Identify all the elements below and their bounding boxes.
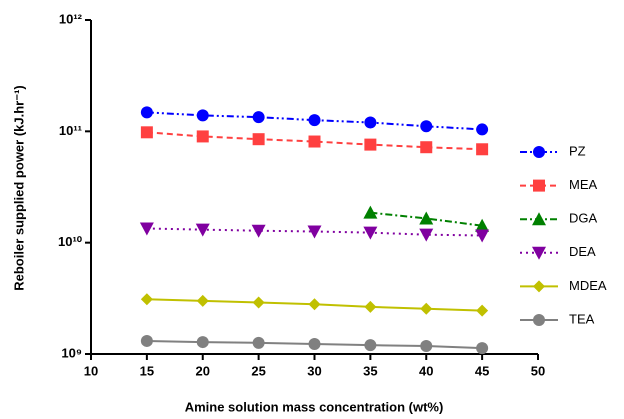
x-tick-label: 50: [531, 363, 545, 378]
marker: [252, 111, 265, 124]
x-tick-label: 40: [419, 363, 433, 378]
marker: [252, 296, 265, 309]
marker: [196, 109, 209, 122]
marker: [420, 339, 433, 352]
legend-marker: [532, 246, 546, 260]
marker: [252, 133, 265, 146]
y-tick-label: 10⁹: [61, 345, 82, 360]
marker: [420, 141, 433, 154]
legend-marker: [533, 146, 545, 158]
marker: [139, 222, 154, 236]
marker: [308, 337, 321, 350]
marker: [475, 218, 490, 232]
legend-label: DGA: [569, 211, 598, 226]
x-axis-label: Amine solution mass concentration (wt%): [185, 399, 444, 414]
marker: [420, 302, 433, 315]
marker: [307, 225, 322, 239]
marker: [476, 123, 489, 136]
legend-label: TEA: [569, 311, 595, 326]
marker: [363, 205, 378, 219]
legend-marker: [532, 212, 546, 226]
marker: [476, 304, 489, 317]
x-tick-label: 35: [363, 363, 377, 378]
legend-label: MEA: [569, 177, 598, 192]
marker: [419, 228, 434, 242]
marker: [196, 294, 209, 307]
x-tick-label: 10: [84, 363, 98, 378]
legend-label: MDEA: [569, 278, 607, 293]
marker: [196, 336, 209, 349]
marker: [140, 334, 153, 347]
y-tick-label: 10¹¹: [59, 123, 82, 138]
marker: [196, 130, 209, 143]
marker: [476, 342, 489, 355]
legend-label: PZ: [569, 143, 586, 158]
legend-marker: [533, 179, 545, 192]
marker: [251, 224, 266, 238]
marker: [420, 120, 433, 133]
y-tick-label: 10¹²: [59, 11, 83, 26]
y-axis-label: Reboiler supplied power (kJ.hr⁻¹): [11, 85, 26, 291]
marker: [140, 106, 153, 119]
x-tick-label: 25: [251, 363, 265, 378]
marker: [308, 135, 321, 148]
x-tick-label: 30: [307, 363, 321, 378]
legend-label: DEA: [569, 244, 596, 259]
marker: [475, 229, 490, 243]
marker: [308, 298, 321, 311]
marker: [364, 138, 377, 151]
marker: [364, 339, 377, 352]
marker: [308, 114, 321, 127]
marker: [140, 126, 153, 139]
marker: [476, 143, 489, 156]
legend-marker: [533, 280, 545, 293]
marker: [419, 211, 434, 225]
marker: [364, 300, 377, 313]
marker: [252, 336, 265, 349]
x-tick-label: 20: [196, 363, 210, 378]
x-tick-label: 15: [140, 363, 154, 378]
marker: [364, 116, 377, 129]
x-tick-label: 45: [475, 363, 489, 378]
marker: [195, 223, 210, 237]
marker: [363, 226, 378, 240]
marker: [140, 293, 153, 306]
y-tick-label: 10¹⁰: [58, 234, 83, 249]
legend-marker: [533, 314, 545, 326]
